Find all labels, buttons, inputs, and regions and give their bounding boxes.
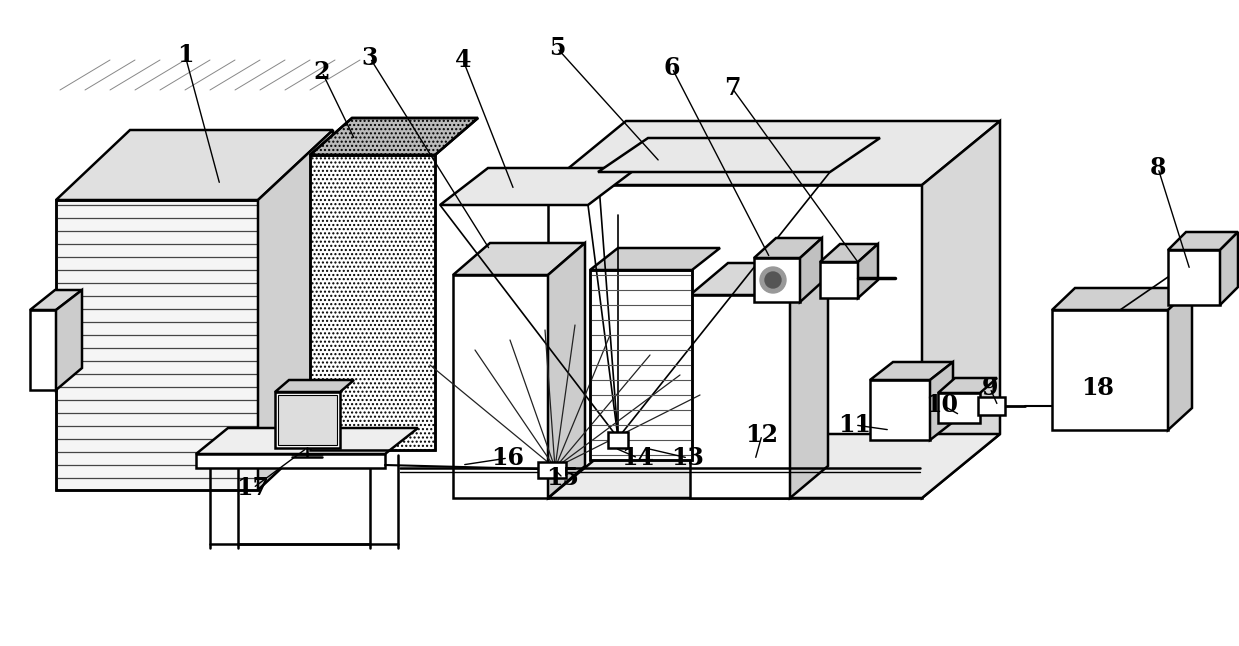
Text: 14: 14 xyxy=(622,446,654,470)
Polygon shape xyxy=(258,130,333,490)
Polygon shape xyxy=(30,290,82,310)
Text: 6: 6 xyxy=(664,56,680,80)
Polygon shape xyxy=(590,270,693,460)
Polygon shape xyxy=(275,392,339,448)
Polygon shape xyxy=(56,200,258,490)
Polygon shape xyxy=(790,263,828,498)
Polygon shape xyxy=(820,244,878,262)
Circle shape xyxy=(764,272,781,288)
Text: 12: 12 xyxy=(746,423,778,447)
Text: 2: 2 xyxy=(313,60,331,84)
Polygon shape xyxy=(755,238,821,258)
Polygon shape xyxy=(275,380,354,392)
Polygon shape xyxy=(196,428,418,454)
Polygon shape xyxy=(453,275,548,498)
Polygon shape xyxy=(870,380,930,440)
Text: 17: 17 xyxy=(237,476,270,500)
Polygon shape xyxy=(538,462,566,478)
Text: 8: 8 xyxy=(1150,156,1166,180)
Text: 13: 13 xyxy=(672,446,705,470)
Polygon shape xyxy=(196,454,385,468)
Polygon shape xyxy=(820,262,857,298)
Polygon shape xyxy=(590,248,720,270)
Polygon shape xyxy=(608,432,628,448)
Polygon shape xyxy=(857,244,878,298)
Polygon shape xyxy=(690,263,828,295)
Polygon shape xyxy=(690,295,790,498)
Polygon shape xyxy=(922,121,1000,498)
Text: 9: 9 xyxy=(981,376,999,400)
Text: 10: 10 xyxy=(926,393,959,417)
Text: 7: 7 xyxy=(724,76,740,100)
Polygon shape xyxy=(800,238,821,302)
Text: 4: 4 xyxy=(455,48,471,72)
Polygon shape xyxy=(548,185,922,498)
Polygon shape xyxy=(1052,288,1192,310)
Polygon shape xyxy=(548,243,585,498)
Circle shape xyxy=(760,267,786,293)
Polygon shape xyxy=(978,397,1005,415)
Polygon shape xyxy=(1168,250,1220,305)
Text: 1: 1 xyxy=(177,43,193,67)
Polygon shape xyxy=(1168,232,1238,250)
Polygon shape xyxy=(56,130,333,200)
Text: 16: 16 xyxy=(492,446,524,470)
Polygon shape xyxy=(310,155,435,450)
Polygon shape xyxy=(938,393,980,423)
Polygon shape xyxy=(548,121,1000,185)
Polygon shape xyxy=(1168,288,1192,430)
Polygon shape xyxy=(938,378,997,393)
Polygon shape xyxy=(598,138,880,172)
Polygon shape xyxy=(310,118,478,155)
Text: 5: 5 xyxy=(549,36,565,60)
Text: 11: 11 xyxy=(839,413,871,437)
Polygon shape xyxy=(548,434,1000,498)
Text: 15: 15 xyxy=(546,466,580,490)
Polygon shape xyxy=(30,310,56,390)
Polygon shape xyxy=(1220,232,1238,305)
Polygon shape xyxy=(755,258,800,302)
Polygon shape xyxy=(1052,310,1168,430)
Polygon shape xyxy=(56,290,82,390)
Polygon shape xyxy=(930,362,953,440)
Polygon shape xyxy=(453,243,585,275)
Polygon shape xyxy=(278,395,337,445)
Text: 18: 18 xyxy=(1082,376,1115,400)
Polygon shape xyxy=(870,362,953,380)
Polygon shape xyxy=(440,168,637,205)
Text: 3: 3 xyxy=(362,46,378,70)
